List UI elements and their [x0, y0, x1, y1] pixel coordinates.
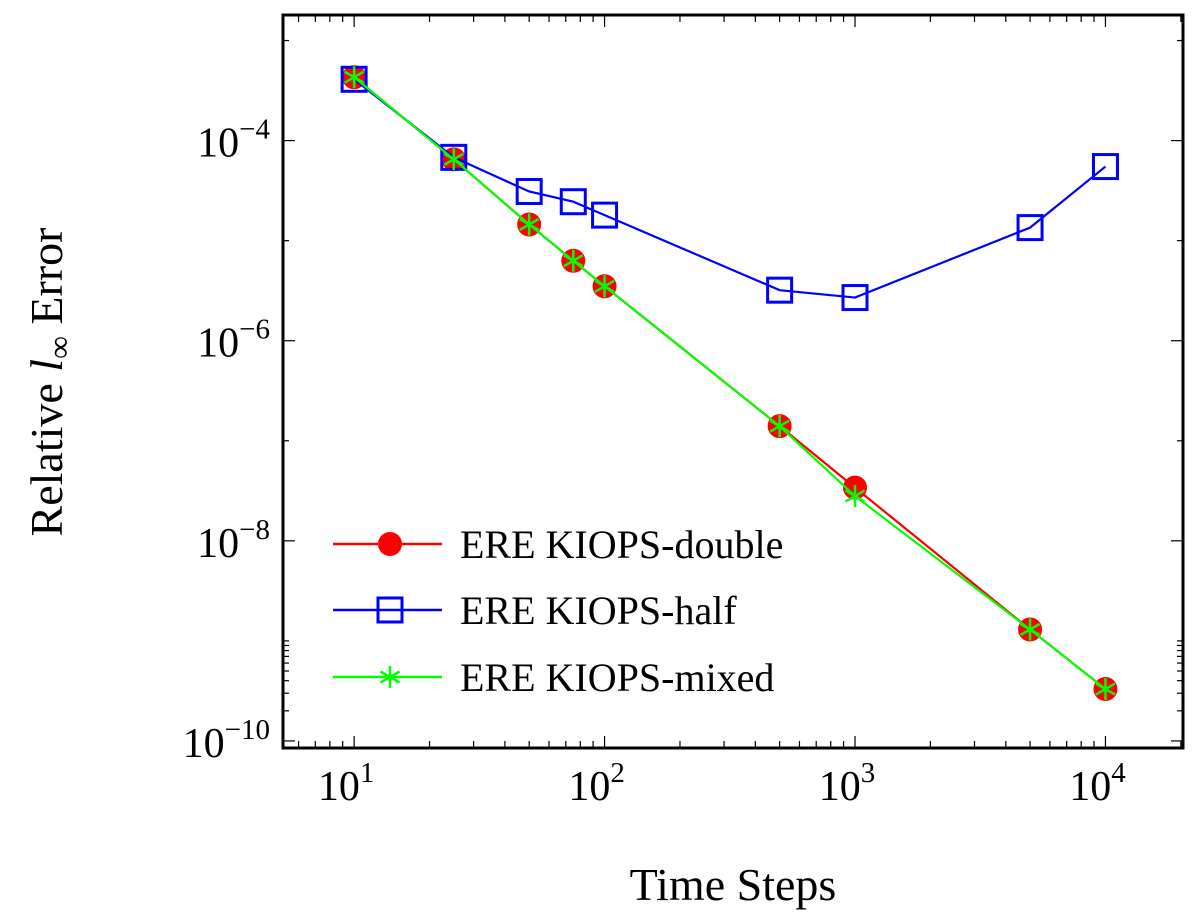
x-tick-label: 104 [1069, 757, 1126, 810]
x-tick-label: 102 [568, 757, 625, 810]
asterisk-stroke [1019, 622, 1041, 637]
asterisk-marker [594, 275, 615, 298]
legend-entry: ERE KIOPS-mixed [333, 655, 774, 700]
tick-base: 10 [1069, 764, 1111, 810]
x-axis-label: Time Steps [630, 859, 837, 910]
tick-base: 10 [819, 764, 861, 810]
tick-exponent: 2 [610, 757, 625, 789]
y-axis-label-symbol: l [21, 359, 72, 372]
asterisk-marker [769, 415, 790, 438]
asterisk-stroke [343, 70, 365, 84]
y-tick-labels: 10−410−610−810−10 [183, 114, 271, 767]
tick-exponent: 1 [360, 757, 375, 789]
square-marker [1016, 214, 1044, 242]
x-tick-label: 103 [819, 757, 876, 810]
tick-exponent: 3 [861, 757, 876, 789]
square-marker [515, 177, 543, 205]
y-tick-label: 10−6 [197, 314, 270, 367]
asterisk-stroke [519, 217, 540, 232]
tick-base: 10 [568, 764, 610, 810]
square-marker [376, 596, 404, 624]
tick-exponent: −8 [239, 514, 270, 546]
asterisk-marker [1095, 678, 1116, 701]
x-tick-label: 101 [318, 757, 375, 810]
x-tick-labels: 101 102 103 104 [318, 757, 1126, 810]
y-axis-label-prefix: Relative [21, 372, 72, 537]
asterisk-marker [343, 66, 365, 89]
series-layer [340, 65, 1119, 702]
tick-exponent: −10 [225, 714, 270, 746]
y-tick-label: 10−10 [183, 714, 270, 767]
square-marker [841, 284, 869, 312]
tick-exponent: 4 [1111, 757, 1126, 789]
legend-label: ERE KIOPS-mixed [460, 655, 774, 700]
circle-marker [378, 532, 402, 556]
ticks [283, 15, 1183, 748]
tick-base: 10 [318, 764, 360, 810]
tick-base: 10 [183, 721, 225, 767]
legend-label: ERE KIOPS-double [460, 522, 783, 567]
asterisk-marker [844, 485, 866, 508]
asterisk-stroke [379, 670, 401, 684]
square-marker [559, 188, 587, 216]
series-line [353, 78, 1107, 299]
legend-entry: ERE KIOPS-double [333, 522, 783, 567]
plot-frame [281, 13, 1185, 750]
asterisk-marker [443, 148, 464, 171]
y-axis-label-suffix: Error [21, 228, 72, 337]
tick-base: 10 [197, 521, 239, 567]
tick-base: 10 [197, 121, 239, 167]
legend-entry: ERE KIOPS-half [333, 588, 737, 633]
y-tick-label: 10−8 [197, 514, 270, 567]
tick-exponent: −4 [239, 114, 270, 146]
square-marker [591, 201, 619, 229]
series-ere-kiops-mixed [343, 66, 1116, 701]
legend: ERE KIOPS-double ERE KIOPS-half ERE KIOPS-… [333, 522, 783, 700]
asterisk-stroke [844, 489, 866, 503]
asterisk-stroke [443, 152, 464, 166]
asterisk-marker [519, 213, 540, 236]
square-marker [766, 276, 794, 304]
asterisk-stroke [769, 419, 790, 433]
asterisk-stroke [1095, 682, 1116, 696]
asterisk-marker [1019, 618, 1041, 641]
asterisk-marker [379, 666, 401, 688]
y-axis-label-sub: ∞ [41, 336, 77, 359]
square-marker [1091, 153, 1119, 181]
tick-exponent: −6 [239, 314, 270, 346]
tick-base: 10 [197, 321, 239, 367]
legend-label: ERE KIOPS-half [460, 588, 737, 633]
series-ere-kiops-half [340, 65, 1119, 312]
asterisk-stroke [594, 279, 615, 293]
y-axis-label: Relative l∞ Error [21, 228, 77, 537]
asterisk-marker [563, 249, 584, 272]
asterisk-stroke [563, 254, 584, 268]
y-tick-label: 10−4 [197, 114, 270, 167]
